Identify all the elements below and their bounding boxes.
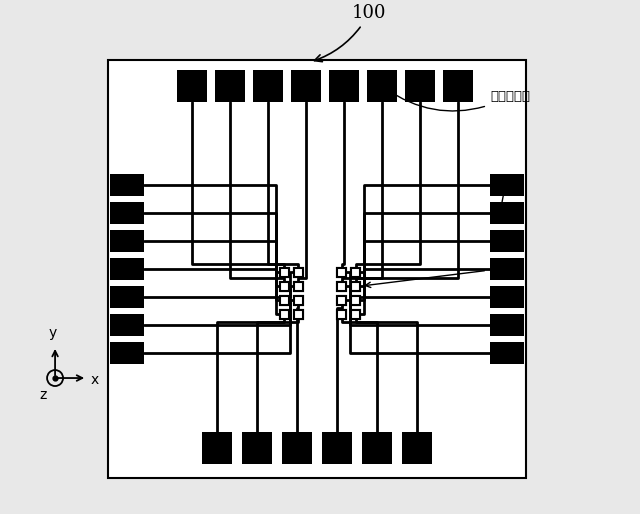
Bar [282, 432, 312, 464]
Bar [110, 258, 144, 280]
Bar [443, 70, 473, 102]
Bar [294, 268, 303, 277]
Bar [280, 282, 289, 290]
Text: y: y [49, 326, 57, 340]
Bar [351, 296, 360, 305]
Bar [351, 309, 360, 319]
Bar [110, 174, 144, 196]
Bar [337, 282, 346, 290]
Bar [280, 309, 289, 319]
Bar [294, 309, 303, 319]
Bar [110, 202, 144, 224]
Text: x: x [91, 373, 99, 387]
Bar [177, 70, 207, 102]
Bar [402, 432, 432, 464]
Bar [490, 230, 524, 252]
Bar [351, 282, 360, 290]
Bar [351, 282, 360, 290]
Bar [110, 286, 144, 308]
Bar [280, 268, 289, 277]
Bar [294, 282, 303, 290]
Bar [351, 296, 360, 305]
Bar [351, 268, 360, 277]
Bar [337, 296, 346, 305]
Bar [242, 432, 272, 464]
Bar [351, 309, 360, 319]
Bar [322, 432, 352, 464]
Bar [294, 296, 303, 305]
Bar [329, 70, 359, 102]
Bar [367, 70, 397, 102]
Text: z: z [40, 388, 47, 402]
Bar [490, 342, 524, 364]
Bar [110, 314, 144, 336]
Bar [294, 268, 303, 277]
Bar [337, 282, 346, 290]
Bar [351, 268, 360, 277]
Bar [337, 296, 346, 305]
Bar [362, 432, 392, 464]
Bar [291, 70, 321, 102]
Bar [490, 258, 524, 280]
Bar [280, 268, 289, 277]
Text: 電極パッド: 電極パッド [385, 88, 530, 111]
Text: 発光部: 発光部 [365, 262, 514, 287]
Bar [202, 432, 232, 464]
Bar [280, 282, 289, 290]
Bar [294, 282, 303, 290]
Bar [490, 286, 524, 308]
Bar [490, 174, 524, 196]
Bar [405, 70, 435, 102]
Bar [280, 296, 289, 305]
Bar [253, 70, 283, 102]
Bar [294, 296, 303, 305]
Bar [337, 309, 346, 319]
Bar [337, 309, 346, 319]
Bar [280, 309, 289, 319]
Bar [337, 268, 346, 277]
Text: 配線部材: 配線部材 [490, 175, 522, 209]
Bar [215, 70, 245, 102]
Bar [490, 202, 524, 224]
Bar [490, 314, 524, 336]
Bar [108, 60, 526, 478]
Text: 100: 100 [314, 4, 387, 62]
Bar [294, 309, 303, 319]
Bar [337, 268, 346, 277]
Bar [110, 342, 144, 364]
Bar [280, 296, 289, 305]
Bar [110, 230, 144, 252]
